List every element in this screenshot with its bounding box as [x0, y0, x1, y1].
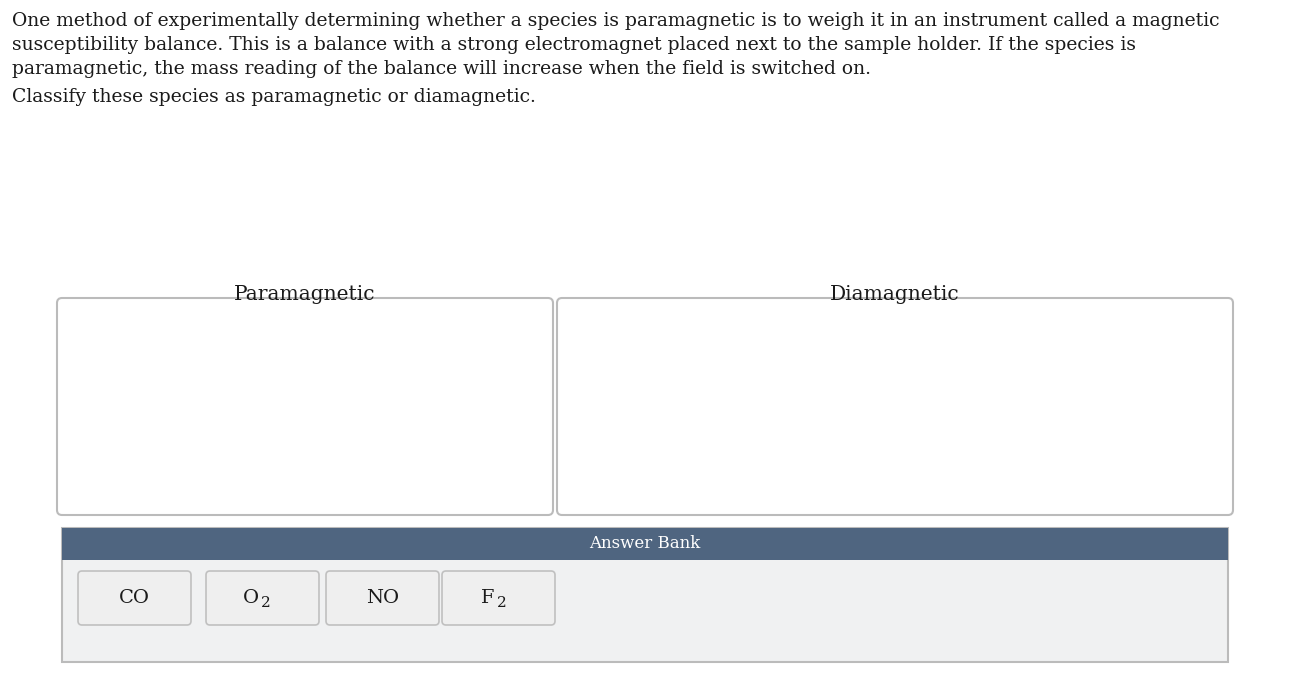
Text: Diamagnetic: Diamagnetic — [831, 285, 960, 304]
FancyBboxPatch shape — [62, 528, 1228, 560]
Text: Paramagnetic: Paramagnetic — [235, 285, 375, 304]
Text: One method of experimentally determining whether a species is paramagnetic is to: One method of experimentally determining… — [12, 12, 1219, 30]
FancyBboxPatch shape — [57, 298, 553, 515]
Text: 2: 2 — [497, 596, 506, 610]
FancyBboxPatch shape — [77, 571, 191, 625]
FancyBboxPatch shape — [62, 528, 1228, 662]
FancyBboxPatch shape — [442, 571, 555, 625]
Text: O: O — [243, 589, 258, 607]
Text: Classify these species as paramagnetic or diamagnetic.: Classify these species as paramagnetic o… — [12, 88, 535, 106]
Text: susceptibility balance. This is a balance with a strong electromagnet placed nex: susceptibility balance. This is a balanc… — [12, 36, 1136, 54]
FancyBboxPatch shape — [557, 298, 1233, 515]
Text: CO: CO — [119, 589, 150, 607]
FancyBboxPatch shape — [326, 571, 439, 625]
Text: 2: 2 — [261, 596, 270, 610]
Text: F: F — [481, 589, 494, 607]
Text: Answer Bank: Answer Bank — [590, 535, 700, 553]
Text: NO: NO — [366, 589, 399, 607]
Text: paramagnetic, the mass reading of the balance will increase when the field is sw: paramagnetic, the mass reading of the ba… — [12, 60, 871, 78]
FancyBboxPatch shape — [206, 571, 319, 625]
